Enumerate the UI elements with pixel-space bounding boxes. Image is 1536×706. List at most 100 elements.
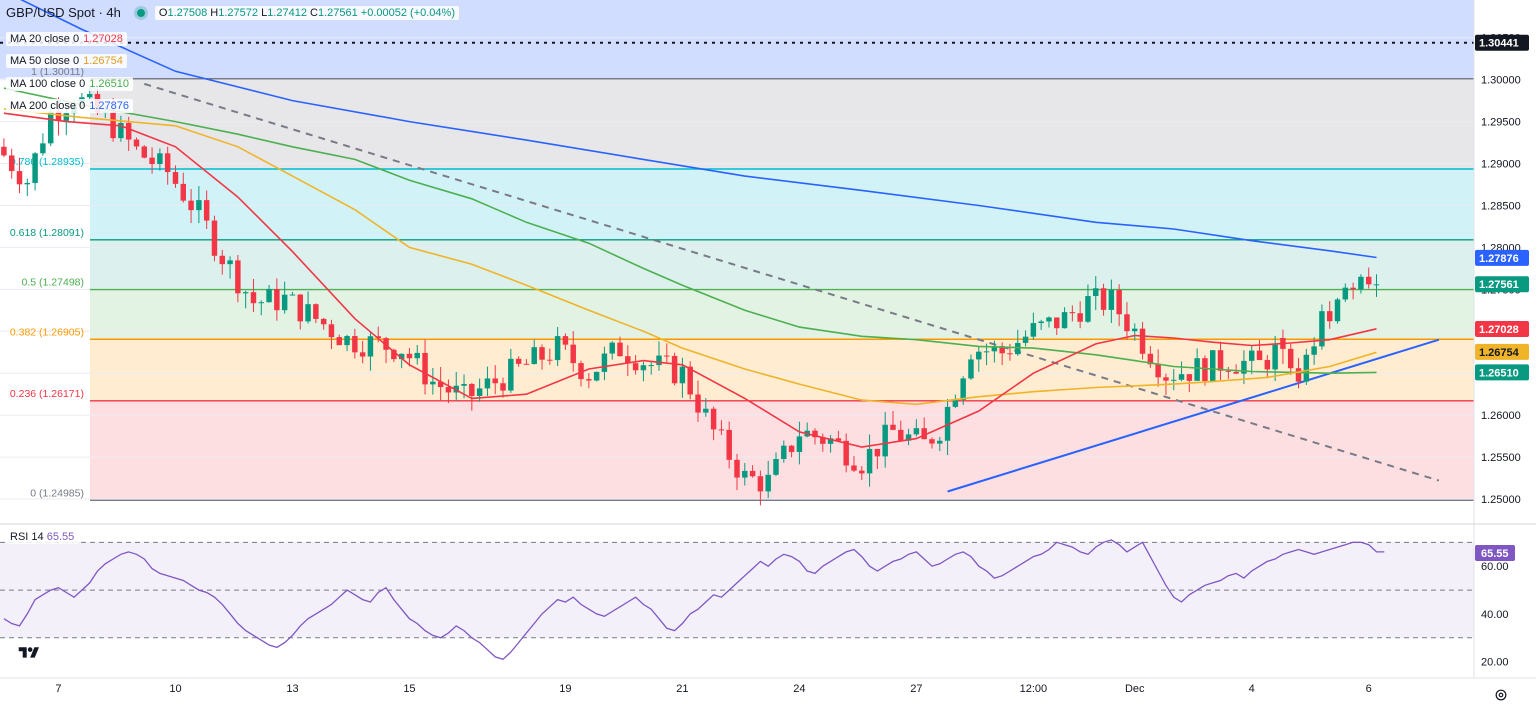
candle-body: [367, 336, 374, 357]
gear-icon[interactable]: [1494, 688, 1508, 702]
candle-body: [1287, 348, 1294, 369]
candle-body: [640, 365, 647, 371]
time-tick-label: 4: [1249, 683, 1255, 695]
candle-body: [1132, 328, 1138, 332]
rsi-line: [3, 539, 1385, 661]
time-tick-label: 10: [169, 683, 181, 695]
candle-body: [414, 352, 420, 359]
rsi-legend[interactable]: RSI 14 65.55: [6, 530, 79, 544]
candle-body: [1334, 299, 1341, 322]
ma50-legend-label: MA 50 close 0: [10, 55, 80, 67]
candle-body: [1015, 342, 1021, 355]
candle-body: [1061, 312, 1068, 329]
candle-body: [1147, 353, 1154, 365]
candle-body: [1139, 328, 1146, 354]
time-tick-label: 12:00: [1020, 683, 1048, 695]
candle-body: [562, 336, 569, 345]
candle-body: [63, 113, 70, 121]
ma50-legend-value: 1.26754: [83, 55, 123, 67]
candle-body: [1093, 288, 1099, 297]
price-tick-label: 1.26000: [1481, 410, 1521, 422]
candle-body: [664, 355, 670, 357]
candle-body: [211, 220, 218, 256]
candle-body: [1295, 368, 1302, 382]
candle-body: [508, 358, 514, 391]
time-tick-label: 13: [286, 683, 298, 695]
candle-body: [1124, 314, 1130, 332]
price-tick-label: 1.29000: [1481, 159, 1521, 171]
rsi-legend-value: 65.55: [46, 531, 75, 543]
price-tick-label: 1.29500: [1481, 117, 1521, 129]
price-label-bg: [1475, 34, 1529, 51]
candle-body: [1155, 364, 1161, 378]
candle-body: [687, 366, 693, 395]
candle-body: [1311, 346, 1317, 355]
candle-body: [874, 448, 881, 457]
symbol-title[interactable]: GBP/USD Spot · 4h: [6, 5, 121, 20]
candle-body: [734, 459, 740, 478]
candle-body: [305, 304, 311, 322]
candles: [1, 87, 1380, 506]
candle-body: [500, 383, 506, 391]
candle-body: [1100, 288, 1107, 310]
ma20-legend[interactable]: MA 20 close 0 1.27028: [6, 32, 127, 46]
candle-body: [1202, 358, 1208, 382]
price-label: 1.27876: [1479, 253, 1519, 265]
time-tick-label: 27: [910, 683, 922, 695]
ma200-legend[interactable]: MA 200 close 0 1.27876: [6, 99, 133, 113]
candle-body: [570, 344, 576, 364]
candle-body: [1319, 311, 1325, 347]
candle-body: [866, 448, 873, 474]
fib-label-0: 0 (1.24985): [30, 487, 84, 499]
candle-body: [547, 359, 553, 361]
rsi-tick-label: 40.00: [1481, 609, 1509, 621]
candle-body: [344, 336, 350, 346]
candle-body: [125, 122, 132, 140]
candle-body: [609, 342, 615, 354]
candle-body: [383, 338, 389, 350]
price-tick-label: 1.28500: [1481, 200, 1521, 212]
candle-body: [718, 429, 725, 431]
candle-body: [445, 387, 452, 393]
fib-label-5: 0.786 (1.28935): [10, 156, 84, 168]
candle-body: [1046, 317, 1052, 322]
candle-body: [437, 381, 444, 388]
candle-body: [703, 408, 709, 413]
candle-body: [999, 346, 1005, 354]
low-value: 1.27412: [267, 6, 307, 19]
candle-body: [172, 172, 179, 184]
candle-body: [133, 139, 140, 147]
ma100-legend[interactable]: MA 100 close 0 1.26510: [6, 77, 133, 91]
candle-body: [1249, 350, 1255, 361]
time-tick-label: 7: [55, 683, 61, 695]
symbol-header: GBP/USD Spot · 4h O1.27508 H1.27572 L1.2…: [6, 5, 459, 20]
candle-body: [890, 424, 896, 430]
candle-body: [913, 428, 920, 435]
candle-body: [554, 336, 561, 361]
open-label: O: [158, 6, 168, 19]
candle-body: [671, 355, 678, 384]
fib-label-1: 0.236 (1.26171): [10, 388, 84, 400]
candle-body: [827, 438, 834, 444]
ma200-line: [20, 0, 1377, 259]
candle-body: [1210, 350, 1216, 382]
tradingview-logo-icon[interactable]: [16, 645, 42, 661]
change-value: +0.00052 (+0.04%): [360, 6, 455, 19]
candle-body: [469, 384, 475, 396]
candle-body: [781, 445, 787, 459]
candle-body: [531, 347, 537, 365]
price-label: 1.27028: [1479, 324, 1519, 336]
price-tick-label: 1.25000: [1481, 494, 1521, 506]
candle-body: [1186, 374, 1193, 381]
time-tick-label: Dec: [1125, 683, 1145, 695]
candle-body: [921, 428, 927, 440]
candle-body: [773, 458, 779, 475]
fib-label-2: 0.382 (1.26905): [10, 326, 84, 338]
candle-body: [898, 429, 904, 441]
candle-body: [391, 349, 397, 360]
ma50-legend[interactable]: MA 50 close 0 1.26754: [6, 54, 127, 68]
candle-body: [1303, 354, 1310, 382]
candle-body: [219, 255, 225, 265]
candle-body: [118, 122, 124, 139]
candle-body: [905, 434, 912, 441]
